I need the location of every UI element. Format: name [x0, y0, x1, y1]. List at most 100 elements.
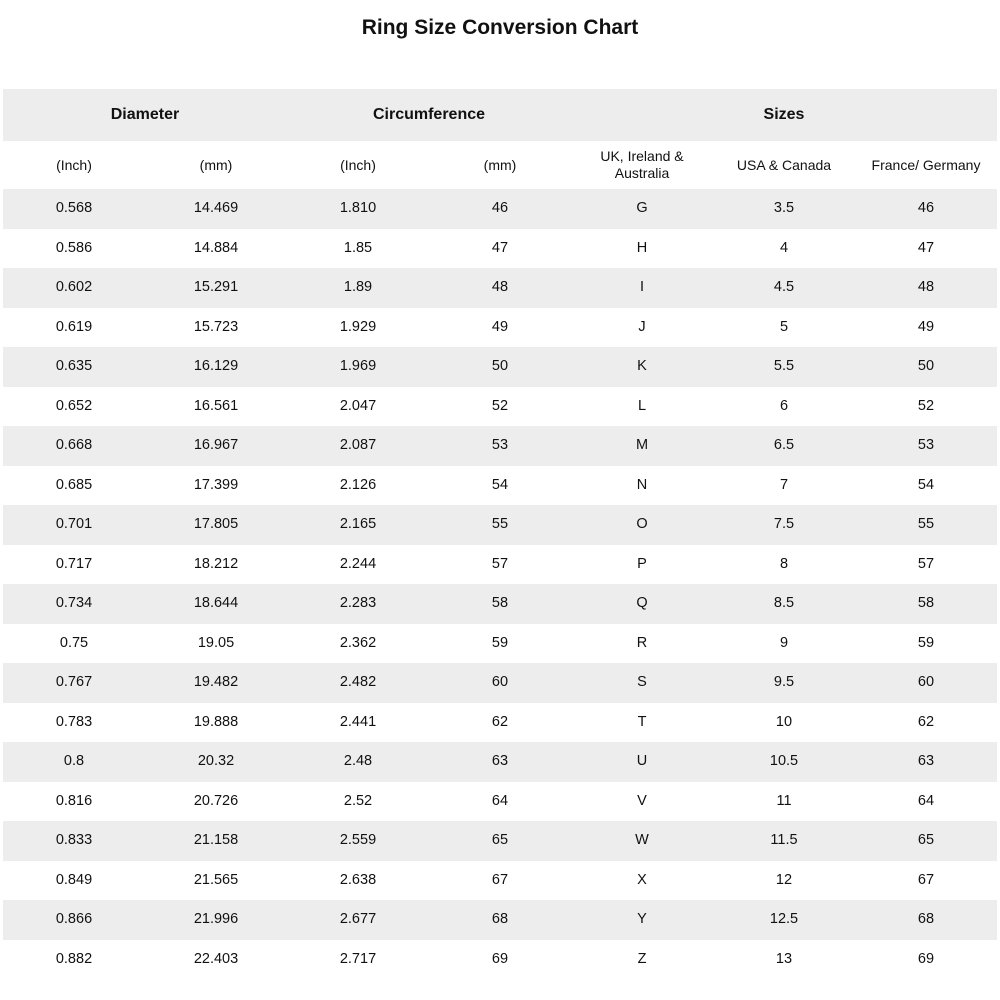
cell-circumference-inch: 2.52 — [343, 792, 373, 809]
cell-size-france: 65 — [917, 832, 935, 849]
cell-size-france: 47 — [917, 239, 935, 256]
cell-circumference-mm: 65 — [491, 832, 509, 849]
cell-circumference-mm: 46 — [491, 200, 509, 217]
cell-size-usa: 7 — [779, 476, 789, 493]
cell-circumference-inch: 2.047 — [339, 397, 377, 414]
cell-size-usa: 9.5 — [773, 674, 795, 691]
cell-circumference-inch: 2.126 — [339, 476, 377, 493]
cell-diameter-mm: 22.403 — [193, 950, 239, 967]
cell-diameter-inch: 0.849 — [55, 871, 93, 888]
cell-circumference-inch: 1.89 — [343, 279, 373, 296]
cell-size-france: 50 — [917, 358, 935, 375]
table-row: 0.685 17.399 2.126 54 N 7 54 — [3, 466, 997, 506]
cell-size-france: 64 — [917, 792, 935, 809]
cell-size-uk: U — [636, 753, 648, 770]
cell-diameter-inch: 0.882 — [55, 950, 93, 967]
cell-size-usa: 6.5 — [773, 437, 795, 454]
cell-circumference-mm: 52 — [491, 397, 509, 414]
cell-circumference-mm: 62 — [491, 713, 509, 730]
cell-circumference-mm: 48 — [491, 279, 509, 296]
cell-size-france: 55 — [917, 516, 935, 533]
cell-size-uk: H — [636, 239, 648, 256]
cell-size-usa: 6 — [779, 397, 789, 414]
cell-diameter-mm: 19.05 — [197, 634, 235, 651]
cell-circumference-mm: 54 — [491, 476, 509, 493]
cell-size-usa: 3.5 — [773, 200, 795, 217]
cell-size-france: 62 — [917, 713, 935, 730]
cell-diameter-inch: 0.816 — [55, 792, 93, 809]
column-header-row: (Inch) (mm) (Inch) (mm) UK, Ireland & Austra… — [3, 141, 997, 189]
cell-circumference-inch: 1.929 — [339, 318, 377, 335]
table-body: 0.568 14.469 1.810 46 G 3.5 46 0.586 14.884 1.85 4… — [3, 189, 997, 979]
cell-diameter-inch: 0.717 — [55, 555, 93, 572]
cell-circumference-mm: 59 — [491, 634, 509, 651]
cell-diameter-inch: 0.783 — [55, 713, 93, 730]
cell-size-usa: 13 — [775, 950, 793, 967]
cell-size-usa: 4.5 — [773, 279, 795, 296]
cell-size-usa: 10 — [775, 713, 793, 730]
column-header-diameter-mm: (mm) — [199, 156, 233, 173]
cell-diameter-inch: 0.652 — [55, 397, 93, 414]
table-row: 0.734 18.644 2.283 58 Q 8.5 58 — [3, 584, 997, 624]
cell-diameter-mm: 18.212 — [193, 555, 239, 572]
cell-diameter-mm: 16.967 — [193, 437, 239, 454]
cell-size-france: 54 — [917, 476, 935, 493]
cell-size-france: 46 — [917, 200, 935, 217]
cell-circumference-inch: 2.244 — [339, 555, 377, 572]
cell-size-uk: W — [635, 832, 649, 849]
table-row: 0.833 21.158 2.559 65 W 11.5 65 — [3, 821, 997, 861]
cell-size-usa: 11.5 — [770, 832, 798, 849]
cell-size-uk: Q — [636, 595, 648, 612]
cell-circumference-inch: 2.638 — [339, 871, 377, 888]
table-row: 0.586 14.884 1.85 47 H 4 47 — [3, 229, 997, 269]
cell-size-uk: I — [639, 279, 645, 296]
cell-size-france: 49 — [917, 318, 935, 335]
cell-size-uk: R — [636, 634, 648, 651]
cell-size-usa: 10.5 — [769, 753, 799, 770]
cell-size-uk: X — [637, 871, 647, 888]
cell-size-uk: Y — [637, 911, 647, 928]
cell-diameter-inch: 0.568 — [55, 200, 93, 217]
cell-size-france: 59 — [917, 634, 935, 651]
cell-circumference-inch: 2.482 — [339, 674, 377, 691]
cell-circumference-mm: 67 — [491, 871, 509, 888]
cell-circumference-mm: 57 — [491, 555, 509, 572]
cell-circumference-mm: 58 — [491, 595, 509, 612]
cell-size-uk: G — [636, 200, 648, 217]
cell-size-usa: 4 — [779, 239, 789, 256]
ring-size-table: Diameter Circumference Sizes (Inch) (mm)(… — [3, 89, 997, 979]
header-circumference: Circumference — [372, 106, 486, 123]
cell-circumference-inch: 1.969 — [339, 358, 377, 375]
cell-size-france: 52 — [917, 397, 935, 414]
cell-size-uk: N — [636, 476, 648, 493]
cell-size-france: 57 — [917, 555, 935, 572]
cell-size-uk: J — [638, 318, 646, 335]
cell-size-france: 63 — [917, 753, 935, 770]
page-title: Ring Size Conversion Chart — [361, 16, 639, 39]
cell-diameter-mm: 17.399 — [193, 476, 239, 493]
cell-size-uk: K — [637, 358, 647, 375]
cell-size-france: 67 — [917, 871, 935, 888]
cell-circumference-mm: 50 — [491, 358, 509, 375]
table-row: 0.568 14.469 1.810 46 G 3.5 46 — [3, 189, 997, 229]
cell-size-france: 53 — [917, 437, 935, 454]
table-row: 0.602 15.291 1.89 48 I 4.5 48 — [3, 268, 997, 308]
cell-diameter-mm: 16.561 — [193, 397, 239, 414]
cell-diameter-inch: 0.685 — [55, 476, 93, 493]
cell-circumference-mm: 47 — [491, 239, 509, 256]
column-header-circumference-inch: (Inch) — [340, 156, 376, 173]
cell-diameter-mm: 17.805 — [193, 516, 239, 533]
table-row: 0.767 19.482 2.482 60 S 9.5 60 — [3, 663, 997, 703]
cell-diameter-inch: 0.586 — [55, 239, 93, 256]
table-row: 0.652 16.561 2.047 52 L 6 52 — [3, 387, 997, 427]
header-diameter: Diameter — [110, 106, 180, 123]
cell-circumference-inch: 1.85 — [343, 239, 373, 256]
table-row: 0.8 20.32 2.48 63 U 10.5 63 — [3, 742, 997, 782]
cell-size-france: 58 — [917, 595, 935, 612]
cell-circumference-mm: 60 — [491, 674, 509, 691]
cell-diameter-mm: 20.726 — [193, 792, 239, 809]
table-row: 0.635 16.129 1.969 50 K 5.5 50 — [3, 347, 997, 387]
cell-size-usa: 8.5 — [773, 595, 795, 612]
cell-diameter-inch: 0.635 — [55, 358, 93, 375]
group-header-row: Diameter Circumference Sizes — [3, 89, 997, 141]
